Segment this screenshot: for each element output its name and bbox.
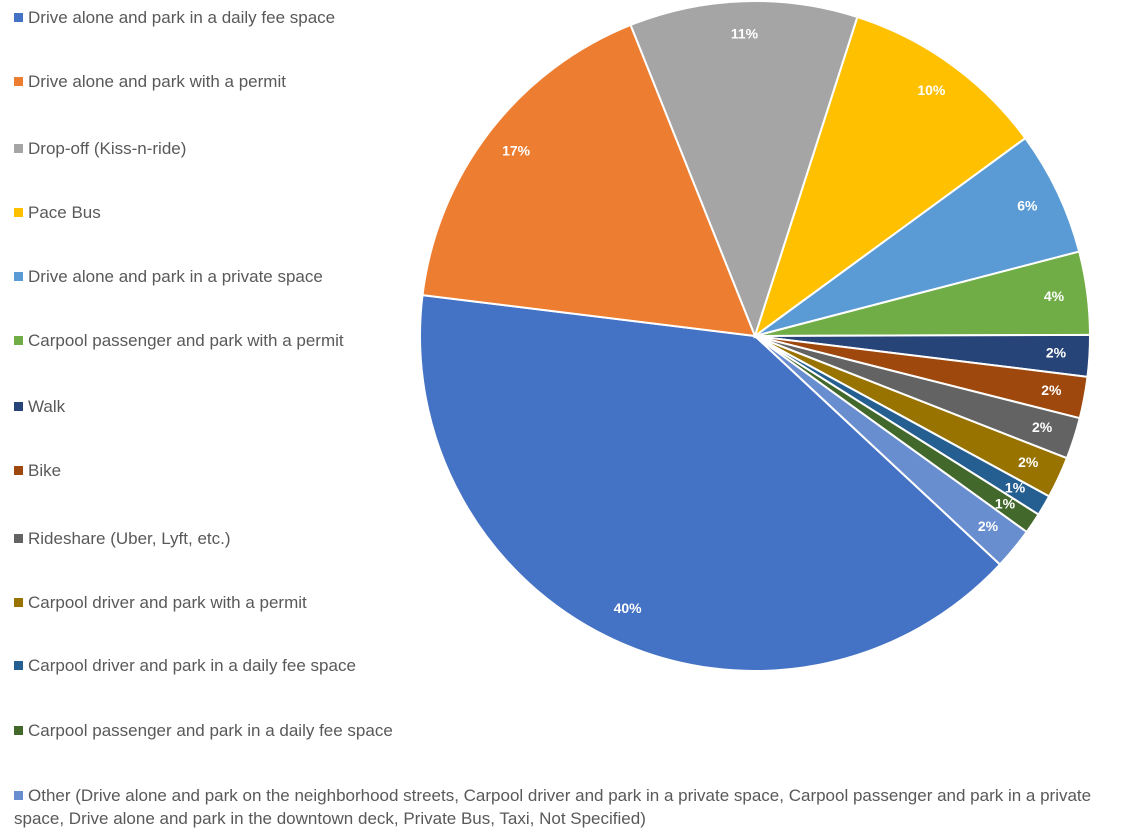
- legend-label: Carpool driver and park with a permit: [28, 593, 307, 612]
- legend-swatch: [14, 208, 23, 217]
- legend-item: Carpool passenger and park in a daily fe…: [14, 719, 1139, 742]
- legend-swatch: [14, 13, 23, 22]
- legend-label: Drive alone and park in a daily fee spac…: [28, 8, 336, 27]
- legend-label: Carpool passenger and park with a permit: [28, 331, 344, 350]
- legend-item: Drive alone and park in a daily fee spac…: [14, 6, 1139, 29]
- data-label: 2%: [1041, 382, 1062, 398]
- legend-item: Carpool passenger and park with a permit: [14, 329, 1139, 352]
- legend-item: Drive alone and park with a permit: [14, 70, 1139, 93]
- legend-item: Bike: [14, 459, 1139, 482]
- pie-slice: [753, 15, 1027, 339]
- legend-swatch: [14, 598, 23, 607]
- legend-swatch: [14, 402, 23, 411]
- legend-item: Carpool driver and park in a daily fee s…: [14, 654, 1139, 677]
- pie-slice: [421, 23, 757, 338]
- legend-label: Drive alone and park with a permit: [28, 72, 286, 91]
- legend-item: Pace Bus: [14, 201, 1139, 224]
- legend-swatch: [14, 791, 23, 800]
- legend-label: Drive alone and park in a private space: [28, 267, 323, 286]
- legend-swatch: [14, 534, 23, 543]
- legend-label: Other (Drive alone and park on the neigh…: [14, 786, 1092, 828]
- pie-slice: [419, 294, 1002, 672]
- legend-label: Pace Bus: [28, 203, 101, 222]
- data-label: 2%: [1046, 345, 1067, 361]
- data-label: 2%: [978, 518, 999, 534]
- legend-item: Walk: [14, 395, 1139, 418]
- data-label: 6%: [1017, 197, 1038, 213]
- legend-label: Walk: [28, 397, 66, 416]
- legend-swatch: [14, 466, 23, 475]
- legend-item: Drop-off (Kiss-n-ride): [14, 137, 1139, 160]
- data-label: 1%: [995, 495, 1016, 511]
- pie-slice: [754, 136, 1081, 337]
- legend-swatch: [14, 77, 23, 86]
- pie-slice: [754, 335, 1029, 566]
- data-label: 17%: [502, 143, 531, 159]
- legend-item: Drive alone and park in a private space: [14, 265, 1139, 288]
- data-label: 1%: [1005, 479, 1026, 495]
- legend-label: Drop-off (Kiss-n-ride): [28, 139, 187, 158]
- legend-label: Carpool driver and park in a daily fee s…: [28, 656, 356, 675]
- legend-swatch: [14, 272, 23, 281]
- legend-swatch: [14, 144, 23, 153]
- data-label: 40%: [614, 600, 643, 616]
- legend-swatch: [14, 661, 23, 670]
- legend-item: Rideshare (Uber, Lyft, etc.): [14, 527, 1139, 550]
- pie-slice: [629, 0, 859, 339]
- legend-label: Bike: [28, 461, 62, 480]
- legend-item: Other (Drive alone and park on the neigh…: [14, 784, 1139, 830]
- data-label: 2%: [1032, 419, 1053, 435]
- data-label: 11%: [731, 25, 759, 41]
- legend-swatch: [14, 726, 23, 735]
- data-label: 2%: [1018, 454, 1039, 470]
- data-label: 10%: [917, 82, 946, 98]
- data-label: 4%: [1044, 288, 1065, 304]
- legend-label: Carpool passenger and park in a daily fe…: [28, 721, 393, 740]
- legend-label: Rideshare (Uber, Lyft, etc.): [28, 529, 231, 548]
- legend-item: Carpool driver and park with a permit: [14, 591, 1139, 614]
- legend-swatch: [14, 336, 23, 345]
